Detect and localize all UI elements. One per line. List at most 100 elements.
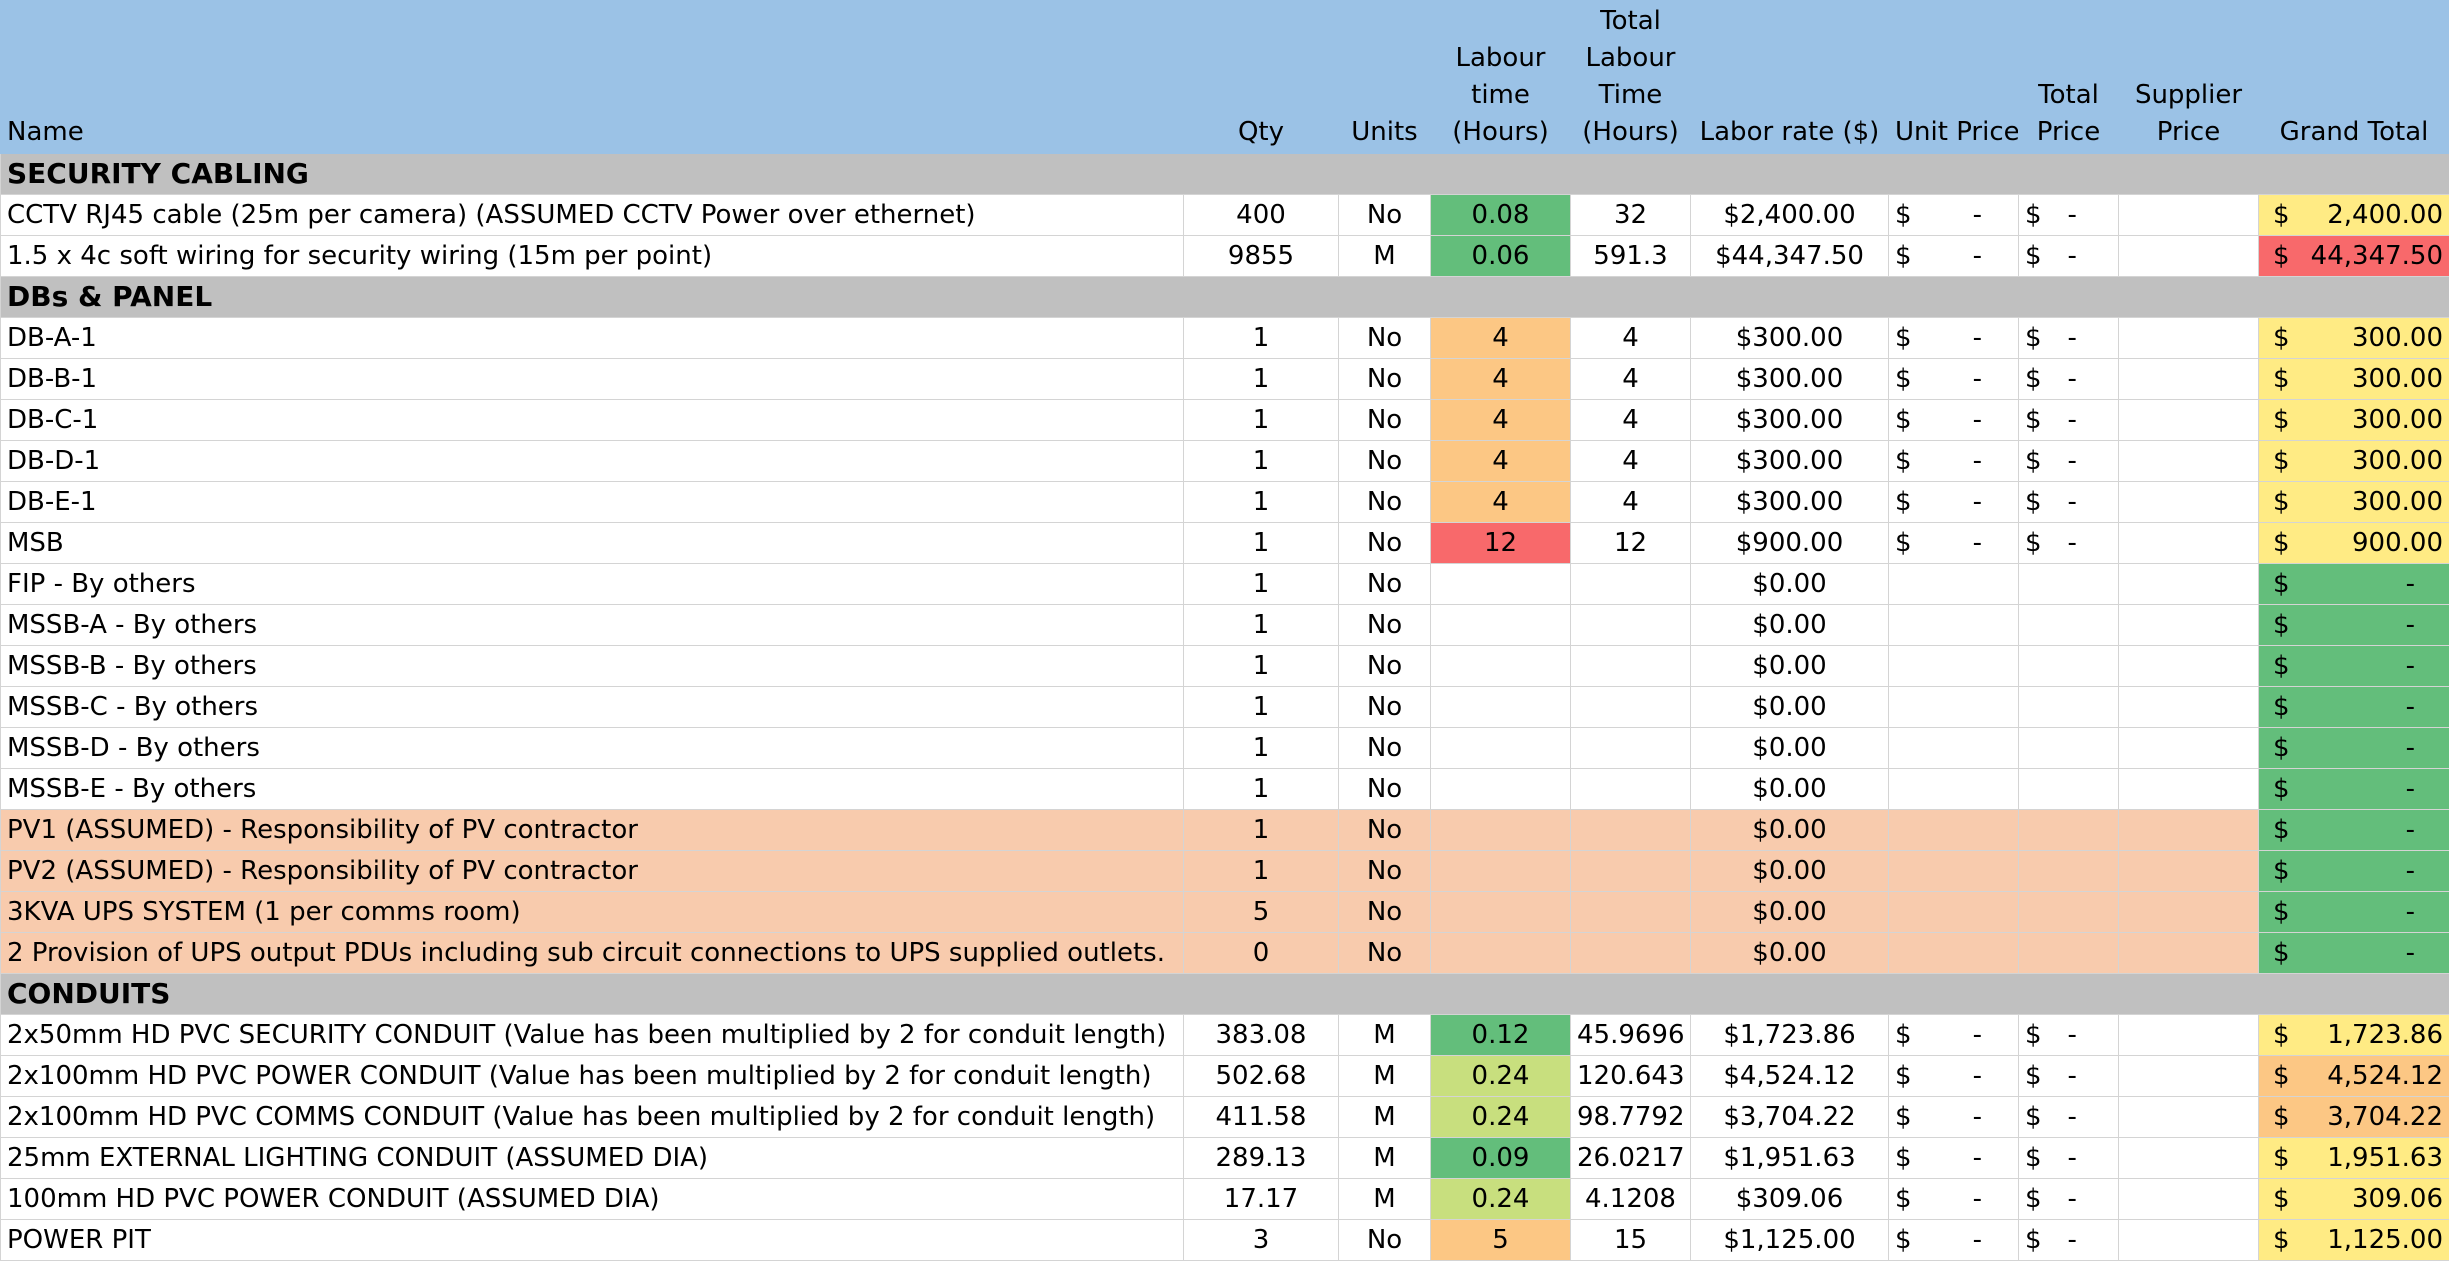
cell-total-price[interactable]: $ -	[2018, 1178, 2119, 1220]
section-title[interactable]: SECURITY CABLING	[0, 153, 2449, 195]
cell-total-price[interactable]	[2018, 850, 2119, 892]
cell-labour-time[interactable]: 0.06	[1430, 235, 1571, 277]
cell-total-labour-time[interactable]	[1570, 645, 1691, 687]
cell-labor-rate[interactable]: $4,524.12	[1690, 1055, 1889, 1097]
cell-qty[interactable]: 1	[1183, 686, 1339, 728]
cell-total-price[interactable]: $ -	[2018, 235, 2119, 277]
cell-supplier-price[interactable]	[2118, 399, 2259, 441]
cell-supplier-price[interactable]	[2118, 1096, 2259, 1138]
cell-grand-total[interactable]: $ -	[2258, 563, 2449, 605]
cell-grand-total[interactable]: $309.06	[2258, 1178, 2449, 1220]
col-header-labour-time[interactable]: Labour time (Hours)	[1430, 0, 1571, 154]
cell-name[interactable]: DB-C-1	[0, 399, 1184, 441]
cell-labor-rate[interactable]: $300.00	[1690, 317, 1889, 359]
cell-supplier-price[interactable]	[2118, 768, 2259, 810]
cell-units[interactable]: No	[1338, 932, 1431, 974]
cell-total-price[interactable]	[2018, 727, 2119, 769]
cell-supplier-price[interactable]	[2118, 686, 2259, 728]
cell-qty[interactable]: 1	[1183, 440, 1339, 482]
cell-qty[interactable]: 383.08	[1183, 1014, 1339, 1056]
cell-grand-total[interactable]: $300.00	[2258, 358, 2449, 400]
cell-qty[interactable]: 1	[1183, 645, 1339, 687]
cell-labor-rate[interactable]: $300.00	[1690, 440, 1889, 482]
cell-labour-time[interactable]	[1430, 768, 1571, 810]
cell-labor-rate[interactable]: $900.00	[1690, 522, 1889, 564]
cell-labour-time[interactable]: 0.24	[1430, 1096, 1571, 1138]
cell-labor-rate[interactable]: $0.00	[1690, 645, 1889, 687]
cell-total-labour-time[interactable]	[1570, 686, 1691, 728]
cell-unit-price[interactable]: $ -	[1888, 1096, 2019, 1138]
cell-total-labour-time[interactable]	[1570, 850, 1691, 892]
cell-grand-total[interactable]: $900.00	[2258, 522, 2449, 564]
col-header-qty[interactable]: Qty	[1183, 0, 1339, 154]
cell-total-labour-time[interactable]: 15	[1570, 1219, 1691, 1261]
cell-qty[interactable]: 400	[1183, 194, 1339, 236]
cell-supplier-price[interactable]	[2118, 317, 2259, 359]
cell-unit-price[interactable]: $ -	[1888, 1178, 2019, 1220]
cell-labour-time[interactable]: 0.09	[1430, 1137, 1571, 1179]
section-title[interactable]: CONDUITS	[0, 973, 2449, 1015]
cell-total-price[interactable]: $ -	[2018, 440, 2119, 482]
col-header-total-price[interactable]: Total Price	[2018, 0, 2119, 154]
cell-labour-time[interactable]	[1430, 563, 1571, 605]
cell-labor-rate[interactable]: $300.00	[1690, 358, 1889, 400]
cell-total-price[interactable]	[2018, 563, 2119, 605]
cell-units[interactable]: No	[1338, 481, 1431, 523]
cell-units[interactable]: No	[1338, 522, 1431, 564]
cell-qty[interactable]: 1	[1183, 850, 1339, 892]
cell-supplier-price[interactable]	[2118, 522, 2259, 564]
cell-name[interactable]: MSSB-A - By others	[0, 604, 1184, 646]
cell-name[interactable]: MSSB-B - By others	[0, 645, 1184, 687]
cell-total-labour-time[interactable]: 4.1208	[1570, 1178, 1691, 1220]
cell-unit-price[interactable]: $ -	[1888, 235, 2019, 277]
cell-supplier-price[interactable]	[2118, 932, 2259, 974]
cell-qty[interactable]: 1	[1183, 604, 1339, 646]
cell-name[interactable]: 2x100mm HD PVC POWER CONDUIT (Value has …	[0, 1055, 1184, 1097]
cell-units[interactable]: No	[1338, 645, 1431, 687]
cell-total-price[interactable]	[2018, 604, 2119, 646]
cell-total-labour-time[interactable]: 98.7792	[1570, 1096, 1691, 1138]
cell-labour-time[interactable]: 0.24	[1430, 1178, 1571, 1220]
cell-total-labour-time[interactable]	[1570, 932, 1691, 974]
cell-supplier-price[interactable]	[2118, 235, 2259, 277]
cell-grand-total[interactable]: $ -	[2258, 604, 2449, 646]
cell-total-labour-time[interactable]: 120.643	[1570, 1055, 1691, 1097]
cell-qty[interactable]: 1	[1183, 399, 1339, 441]
cell-total-price[interactable]: $ -	[2018, 317, 2119, 359]
cell-labor-rate[interactable]: $309.06	[1690, 1178, 1889, 1220]
cell-units[interactable]: No	[1338, 891, 1431, 933]
cell-units[interactable]: No	[1338, 727, 1431, 769]
cell-labour-time[interactable]	[1430, 850, 1571, 892]
cell-labour-time[interactable]: 0.12	[1430, 1014, 1571, 1056]
cell-name[interactable]: 2x100mm HD PVC COMMS CONDUIT (Value has …	[0, 1096, 1184, 1138]
cell-grand-total[interactable]: $3,704.22	[2258, 1096, 2449, 1138]
cell-labor-rate[interactable]: $0.00	[1690, 891, 1889, 933]
cell-total-price[interactable]: $ -	[2018, 1137, 2119, 1179]
cell-unit-price[interactable]: $ -	[1888, 522, 2019, 564]
cell-labor-rate[interactable]: $3,704.22	[1690, 1096, 1889, 1138]
cell-qty[interactable]: 1	[1183, 358, 1339, 400]
cell-total-price[interactable]	[2018, 809, 2119, 851]
cell-name[interactable]: CCTV RJ45 cable (25m per camera) (ASSUME…	[0, 194, 1184, 236]
cell-grand-total[interactable]: $1,951.63	[2258, 1137, 2449, 1179]
cell-total-price[interactable]	[2018, 645, 2119, 687]
cell-name[interactable]: DB-A-1	[0, 317, 1184, 359]
cell-unit-price[interactable]: $ -	[1888, 194, 2019, 236]
cell-name[interactable]: MSB	[0, 522, 1184, 564]
cell-grand-total[interactable]: $300.00	[2258, 440, 2449, 482]
cell-units[interactable]: M	[1338, 1137, 1431, 1179]
cell-units[interactable]: M	[1338, 1096, 1431, 1138]
cell-grand-total[interactable]: $1,723.86	[2258, 1014, 2449, 1056]
cell-supplier-price[interactable]	[2118, 440, 2259, 482]
cell-total-price[interactable]: $ -	[2018, 194, 2119, 236]
cell-unit-price[interactable]	[1888, 686, 2019, 728]
cell-total-price[interactable]: $ -	[2018, 481, 2119, 523]
col-header-grand-total[interactable]: Grand Total	[2258, 0, 2449, 154]
col-header-labor-rate[interactable]: Labor rate ($)	[1690, 0, 1889, 154]
cell-total-labour-time[interactable]	[1570, 563, 1691, 605]
cell-qty[interactable]: 289.13	[1183, 1137, 1339, 1179]
cell-labour-time[interactable]: 0.08	[1430, 194, 1571, 236]
cell-labor-rate[interactable]: $0.00	[1690, 768, 1889, 810]
cell-units[interactable]: No	[1338, 809, 1431, 851]
cell-grand-total[interactable]: $ -	[2258, 809, 2449, 851]
